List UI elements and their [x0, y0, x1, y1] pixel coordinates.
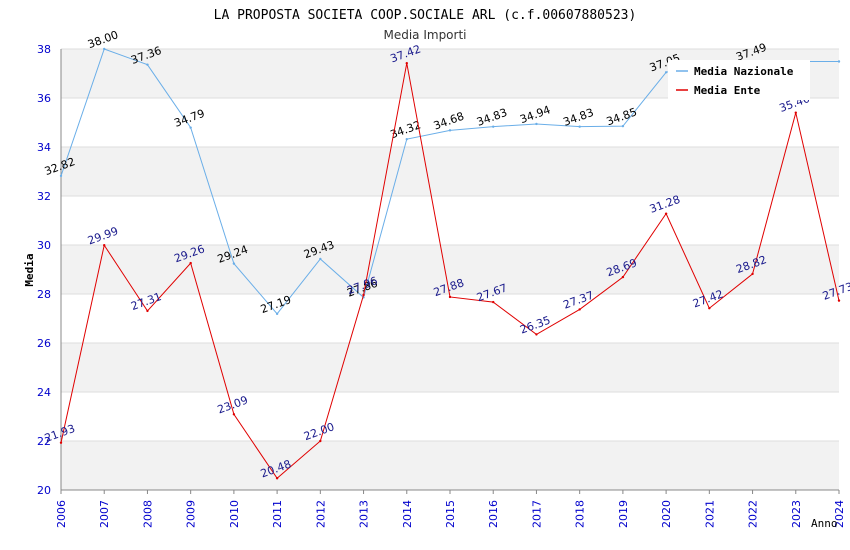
x-tick-label: 2019 — [617, 500, 630, 528]
data-point — [232, 413, 236, 416]
y-tick-label: 20 — [37, 484, 51, 497]
data-point — [578, 308, 581, 311]
data-point — [103, 47, 106, 51]
x-tick-label: 2017 — [530, 500, 543, 528]
data-label: 23.09 — [216, 394, 250, 417]
data-point — [319, 439, 322, 443]
chart-band — [61, 245, 839, 294]
data-label: 22.00 — [302, 420, 336, 443]
x-tick-label: 2012 — [314, 500, 327, 528]
data-point — [621, 124, 625, 128]
x-tick-label: 2013 — [358, 500, 371, 528]
x-tick-label: 2008 — [141, 500, 154, 528]
y-axis-label: Media — [23, 253, 36, 286]
legend-label: Media Ente — [694, 84, 761, 97]
x-tick-label: 2010 — [228, 500, 241, 528]
x-tick-label: 2023 — [790, 500, 803, 528]
data-point — [664, 71, 668, 74]
data-label: 34.94 — [518, 103, 552, 126]
chart-title: LA PROPOSTA SOCIETA COOP.SOCIALE ARL (c.… — [214, 8, 637, 23]
data-point — [578, 125, 581, 128]
y-tick-label: 24 — [37, 386, 51, 399]
legend-label: Media Nazionale — [694, 65, 794, 78]
x-tick-label: 2011 — [271, 500, 284, 528]
chart-legend: Media Nazionale Media Ente — [668, 60, 810, 100]
chart-band — [61, 147, 839, 196]
data-point — [146, 309, 149, 313]
y-tick-label: 26 — [37, 337, 51, 350]
x-tick-label: 2018 — [574, 500, 587, 528]
y-tick-label: 22 — [37, 435, 51, 448]
x-axis-label: Anno — [811, 517, 838, 530]
y-tick-label: 32 — [37, 190, 51, 203]
data-point — [275, 312, 279, 316]
data-point — [275, 477, 279, 480]
y-tick-label: 28 — [37, 288, 51, 301]
x-tick-label: 2021 — [703, 500, 716, 528]
legend-box — [668, 60, 810, 100]
data-point — [59, 441, 63, 444]
y-tick-label: 36 — [37, 92, 51, 105]
chart-gridlines — [61, 48, 839, 491]
data-point — [448, 295, 452, 299]
data-point — [189, 261, 192, 265]
data-label: 34.83 — [475, 106, 509, 129]
x-tick-label: 2024 — [833, 500, 846, 528]
x-tick-label: 2016 — [487, 500, 500, 528]
data-point — [405, 137, 408, 141]
data-point — [837, 299, 841, 302]
y-tick-label: 38 — [37, 43, 51, 56]
chart-subtitle: Media Importi — [383, 28, 466, 42]
data-point — [492, 125, 495, 128]
chart-band — [61, 343, 839, 392]
data-point — [708, 307, 711, 310]
data-point — [837, 60, 841, 63]
y-axis-ticks: 20 22 24 26 28 30 32 34 36 38 — [37, 43, 51, 497]
data-point — [794, 111, 797, 114]
data-point — [664, 212, 668, 215]
data-label: 29.99 — [86, 224, 120, 247]
y-tick-label: 30 — [37, 239, 51, 252]
data-point — [535, 333, 538, 336]
data-point — [405, 62, 408, 65]
data-point — [146, 63, 149, 66]
x-tick-label: 2020 — [660, 500, 673, 528]
x-tick-label: 2015 — [444, 500, 457, 528]
data-point — [59, 174, 63, 178]
x-tick-label: 2007 — [98, 500, 111, 528]
data-point — [189, 126, 192, 129]
data-label: 34.85 — [605, 105, 639, 128]
data-point — [232, 262, 236, 265]
y-tick-label: 34 — [37, 141, 51, 154]
x-axis-ticks: 2006 2007 2008 2009 2010 2011 2012 2013 2014 2015… — [55, 490, 846, 528]
chart-bands — [61, 49, 839, 490]
x-tick-label: 2009 — [185, 500, 198, 528]
data-point — [362, 293, 365, 297]
data-point — [319, 257, 322, 261]
x-tick-label: 2006 — [55, 500, 68, 528]
chart-band — [61, 441, 839, 490]
data-point — [751, 272, 754, 276]
data-point — [448, 129, 452, 132]
x-tick-label: 2022 — [747, 500, 760, 528]
data-point — [535, 122, 538, 126]
data-label: 34.83 — [561, 106, 595, 129]
data-point — [621, 275, 625, 279]
data-point — [492, 300, 495, 304]
x-tick-label: 2014 — [401, 500, 414, 528]
data-label: 38.00 — [86, 28, 120, 51]
data-point — [103, 244, 106, 247]
